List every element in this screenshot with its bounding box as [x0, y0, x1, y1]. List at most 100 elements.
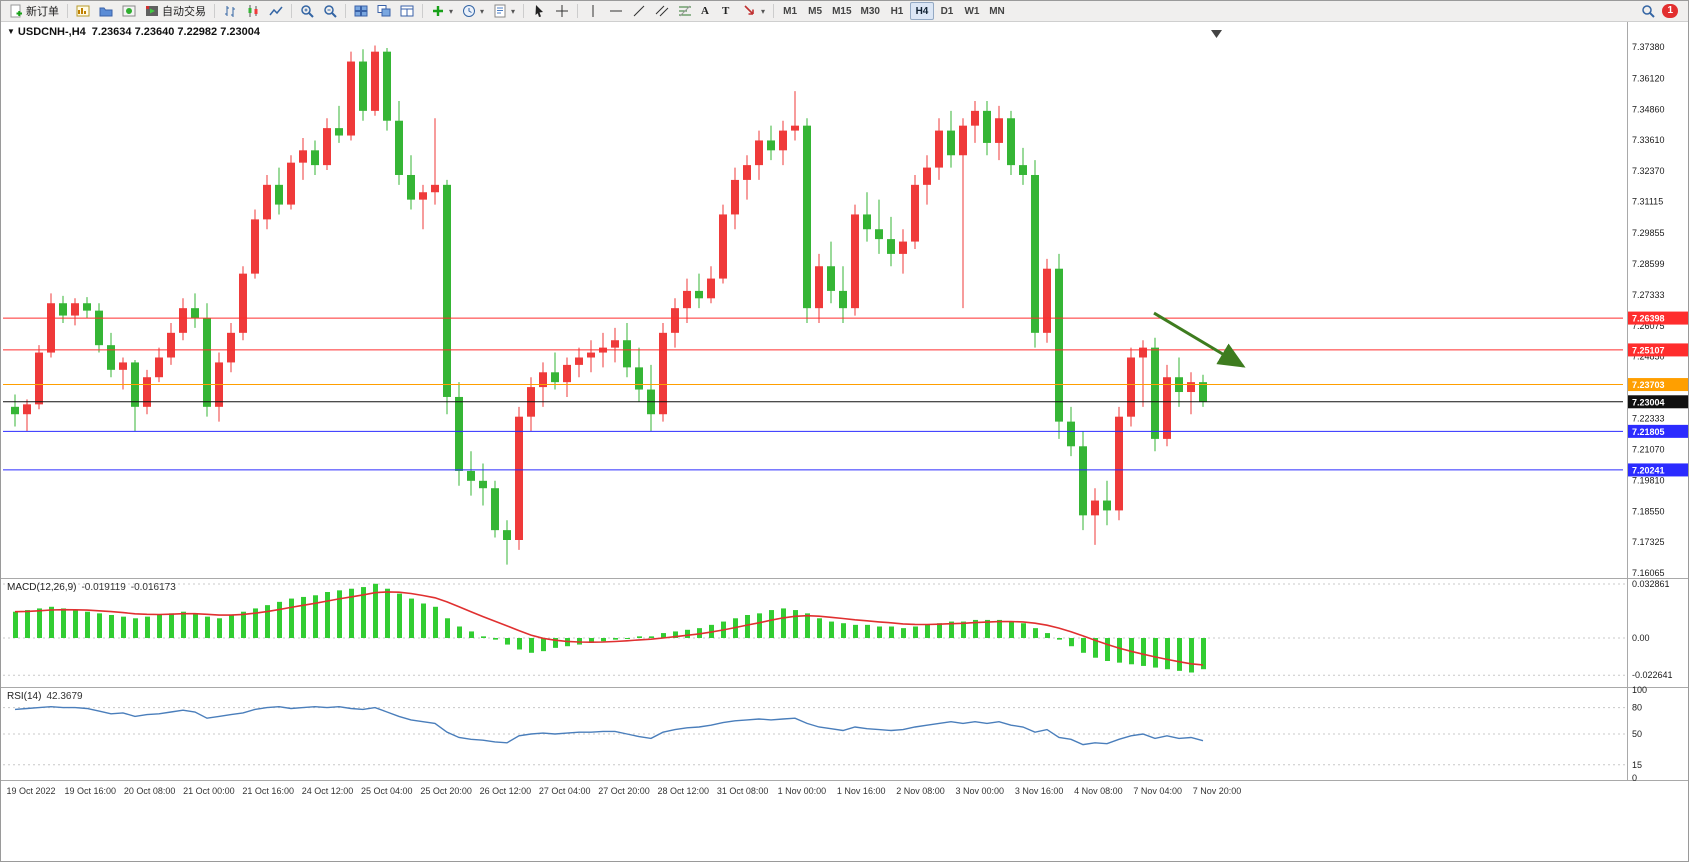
fibonacci-button[interactable] [674, 2, 696, 20]
vertical-line-icon [592, 5, 594, 17]
text-button[interactable]: A [697, 2, 717, 20]
arrows-button[interactable]: ▾ [739, 2, 769, 20]
channel-button[interactable] [651, 2, 673, 20]
periods-button[interactable]: ▾ [458, 2, 488, 20]
candlestick-chart-button[interactable] [242, 2, 264, 20]
svg-text:7.25107: 7.25107 [1632, 345, 1665, 355]
crosshair-button[interactable] [551, 2, 573, 20]
cursor-icon [535, 5, 544, 17]
svg-text:7.28599: 7.28599 [1632, 259, 1665, 269]
data-window-button[interactable] [118, 2, 140, 20]
tile-windows-button[interactable] [350, 2, 372, 20]
bar-chart-icon [225, 6, 235, 17]
svg-text:7 Nov 20:00: 7 Nov 20:00 [1193, 786, 1242, 796]
add-indicator-icon [433, 6, 443, 16]
notification-badge[interactable]: 1 [1662, 4, 1678, 18]
timeframe-m5-button[interactable]: M5 [803, 2, 827, 20]
svg-text:0.00: 0.00 [1632, 633, 1650, 643]
svg-text:19 Oct 16:00: 19 Oct 16:00 [65, 786, 117, 796]
horizontal-line-button[interactable] [605, 2, 627, 20]
cursor-button[interactable] [528, 2, 550, 20]
svg-text:25 Oct 20:00: 25 Oct 20:00 [420, 786, 472, 796]
svg-text:24 Oct 12:00: 24 Oct 12:00 [302, 786, 354, 796]
price-tag [1628, 395, 1688, 409]
profiles-button[interactable] [95, 2, 117, 20]
svg-text:3 Nov 16:00: 3 Nov 16:00 [1015, 786, 1064, 796]
svg-text:7.32370: 7.32370 [1632, 166, 1665, 176]
caret-down-icon: ▾ [449, 6, 454, 16]
timeframe-d1-button[interactable]: D1 [935, 2, 959, 20]
toolbar-separator [523, 4, 525, 18]
svg-text:19 Oct 2022: 19 Oct 2022 [6, 786, 55, 796]
main-toolbar: 新订单 自动交易 [1, 1, 1688, 22]
arrange-windows-button[interactable] [396, 2, 418, 20]
line-chart-button[interactable] [265, 2, 287, 20]
time-axis: 19 Oct 2022 19 Oct 16:00 20 Oct 08:00 21 Oc… [6, 786, 1241, 796]
timeframe-mn-button[interactable]: MN [985, 2, 1009, 20]
trend-arrow[interactable] [1153, 311, 1246, 368]
toolbar-separator [214, 4, 215, 18]
vertical-line-button[interactable] [582, 2, 604, 20]
auto-trading-button[interactable]: 自动交易 [141, 2, 210, 20]
charts-button[interactable] [72, 2, 94, 20]
timeframe-h4-button[interactable]: H4 [909, 2, 934, 20]
fibonacci-icon [679, 5, 692, 17]
timeframe-m30-button[interactable]: M30 [857, 2, 884, 20]
svg-text:100: 100 [1632, 685, 1647, 695]
svg-text:26 Oct 12:00: 26 Oct 12:00 [480, 786, 532, 796]
rsi-line [14, 705, 1204, 746]
chart-window-icon [76, 5, 90, 17]
svg-text:20 Oct 08:00: 20 Oct 08:00 [124, 786, 176, 796]
candlestick-chart-icon [248, 5, 258, 17]
arrow-object-icon [744, 5, 754, 15]
cascade-windows-button[interactable] [373, 2, 395, 20]
svg-text:27 Oct 04:00: 27 Oct 04:00 [539, 786, 591, 796]
templates-button[interactable]: ▾ [489, 2, 519, 20]
search-icon [1642, 5, 1656, 18]
new-order-button[interactable]: 新订单 [5, 2, 63, 20]
timeframe-m1-button[interactable]: M1 [778, 2, 802, 20]
new-order-label: 新订单 [26, 6, 59, 18]
price-axis: 7.37380 7.36120 7.34860 7.33610 7.32370 7.311… [1632, 42, 1665, 578]
zoom-in-button[interactable] [296, 2, 318, 20]
svg-text:7.23703: 7.23703 [1632, 380, 1665, 390]
timeframe-m15-button[interactable]: M15 [828, 2, 855, 20]
toolbar-separator [67, 4, 68, 18]
toolbar-separator [345, 4, 346, 18]
chart-shift-marker[interactable] [1211, 30, 1222, 38]
svg-text:0.032861: 0.032861 [1632, 579, 1670, 589]
indicators-button[interactable]: ▾ [427, 2, 457, 20]
price-tag [1628, 378, 1688, 392]
text-label-button[interactable]: T [718, 2, 738, 20]
svg-text:7.17325: 7.17325 [1632, 537, 1665, 547]
svg-text:-0.022641: -0.022641 [1632, 670, 1673, 680]
zoom-out-icon [324, 5, 337, 18]
price-tag [1628, 343, 1688, 357]
svg-text:15: 15 [1632, 760, 1642, 770]
chart-canvas[interactable]: 7.37380 7.36120 7.34860 7.33610 7.32370 7.311… [1, 21, 1689, 862]
zoom-out-button[interactable] [319, 2, 341, 20]
svg-text:7 Nov 04:00: 7 Nov 04:00 [1133, 786, 1182, 796]
timeframe-toolbar: M1 M5 M15 M30 H1 H4 D1 W1 MN [778, 2, 1009, 20]
timeframe-w1-button[interactable]: W1 [960, 2, 984, 20]
timeframe-h1-button[interactable]: H1 [885, 2, 909, 20]
trendline-button[interactable] [628, 2, 650, 20]
svg-text:0: 0 [1632, 773, 1637, 783]
svg-text:21 Oct 00:00: 21 Oct 00:00 [183, 786, 235, 796]
search-button[interactable] [1637, 2, 1659, 20]
svg-text:2 Nov 08:00: 2 Nov 08:00 [896, 786, 945, 796]
auto-trading-icon [146, 6, 158, 16]
line-chart-icon [269, 6, 283, 16]
toolbar-separator [422, 4, 423, 18]
auto-trading-label: 自动交易 [162, 6, 206, 18]
toolbar-separator [773, 4, 775, 18]
text-label-icon: T [722, 5, 730, 17]
bar-chart-button[interactable] [219, 2, 241, 20]
svg-text:3 Nov 00:00: 3 Nov 00:00 [956, 786, 1005, 796]
svg-text:7.20241: 7.20241 [1632, 465, 1665, 475]
caret-down-icon: ▾ [480, 6, 485, 16]
svg-text:1 Nov 16:00: 1 Nov 16:00 [837, 786, 886, 796]
svg-text:7.27333: 7.27333 [1632, 290, 1665, 300]
svg-text:7.33610: 7.33610 [1632, 135, 1665, 145]
svg-text:50: 50 [1632, 729, 1642, 739]
